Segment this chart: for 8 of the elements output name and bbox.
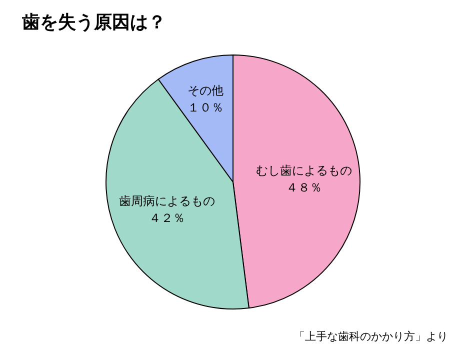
slice-label: その他 [188,83,224,98]
slice-label: むし歯によるもの [256,164,352,178]
data-label: １０％ [188,100,224,114]
data-label: ４８％ [286,180,322,195]
chart-title: 歯を失う原因は？ [21,12,166,33]
slice-label: 歯周病によるもの [118,194,215,208]
text: 「上手な歯科のかかり方」より [294,330,448,343]
data-label: ４２％ [148,211,185,226]
